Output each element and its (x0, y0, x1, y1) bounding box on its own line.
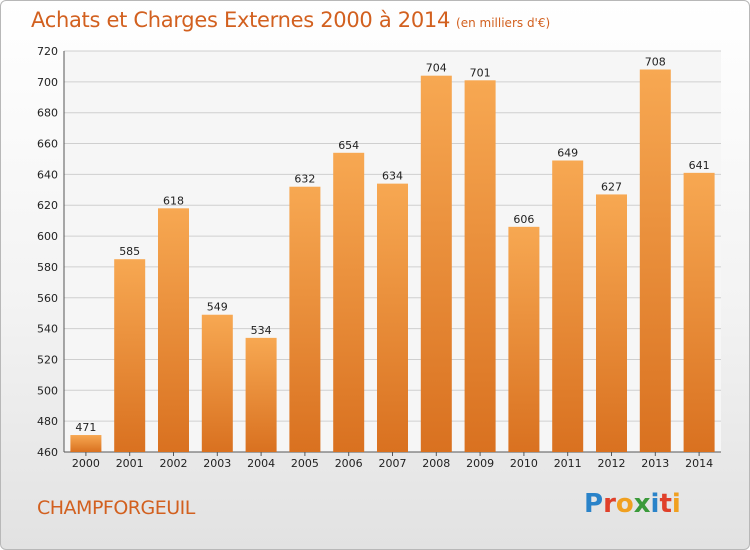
logo-letter: t (659, 489, 672, 519)
y-tick-label: 520 (37, 353, 58, 366)
x-tick-label: 2005 (291, 457, 319, 470)
y-tick-label: 460 (37, 446, 58, 459)
y-tick-label: 720 (37, 45, 58, 58)
bar (333, 152, 365, 453)
bar-value-label: 627 (601, 180, 622, 193)
x-tick-label: 2013 (641, 457, 669, 470)
bar-value-label: 704 (426, 62, 447, 75)
bar (683, 172, 715, 453)
x-tick-label: 2008 (422, 457, 450, 470)
logo-letter: r (603, 489, 616, 519)
bar-value-label: 606 (513, 213, 534, 226)
x-tick-label: 2009 (466, 457, 494, 470)
bar-value-label: 654 (338, 139, 359, 152)
bar (377, 183, 408, 452)
bar-value-label: 471 (75, 421, 96, 434)
logo-letter: o (615, 489, 634, 519)
x-tick-label: 2004 (247, 457, 275, 470)
bar-value-label: 649 (557, 147, 578, 160)
y-tick-label: 640 (37, 168, 58, 181)
bar (158, 208, 189, 452)
bar-value-label: 641 (689, 159, 710, 172)
y-tick-label: 600 (37, 230, 58, 243)
bar (114, 259, 146, 452)
bar (201, 314, 233, 452)
bar-value-label: 534 (251, 324, 272, 337)
y-tick-label: 620 (37, 199, 58, 212)
bar-value-label: 632 (294, 173, 315, 186)
bar (289, 186, 321, 452)
bar-value-label: 585 (119, 245, 140, 258)
x-tick-label: 2014 (685, 457, 713, 470)
x-tick-label: 2002 (160, 457, 188, 470)
bar-value-label: 701 (470, 66, 491, 79)
x-tick-label: 2012 (598, 457, 626, 470)
bar (508, 226, 540, 452)
x-tick-label: 2003 (203, 457, 231, 470)
y-tick-label: 580 (37, 261, 58, 274)
y-tick-label: 500 (37, 384, 58, 397)
x-tick-label: 2011 (554, 457, 582, 470)
bar (70, 435, 102, 452)
bar-value-label: 618 (163, 194, 184, 207)
x-tick-label: 2006 (335, 457, 363, 470)
bar (596, 194, 627, 452)
bar-value-label: 634 (382, 170, 403, 183)
logo-letter: P (584, 489, 604, 519)
commune-name: CHAMPFORGEUIL (37, 497, 195, 519)
bar-value-label: 708 (645, 56, 666, 69)
x-tick-label: 2010 (510, 457, 538, 470)
bar-value-label: 549 (207, 301, 228, 314)
unit-label: (en milliers d'€) (456, 16, 551, 30)
chart-title-text: Achats et Charges Externes 2000 à 2014 (31, 8, 451, 32)
y-tick-label: 540 (37, 323, 58, 336)
proxiti-logo: Proxiti (584, 489, 681, 519)
x-tick-label: 2000 (72, 457, 100, 470)
bar (639, 69, 671, 452)
bar (552, 160, 584, 452)
y-tick-label: 680 (37, 107, 58, 120)
logo-letter: i (671, 489, 681, 519)
logo-letter: x (633, 489, 651, 519)
y-tick-label: 560 (37, 292, 58, 305)
chart-title: Achats et Charges Externes 2000 à 2014 (e… (31, 8, 550, 32)
y-tick-label: 700 (37, 76, 58, 89)
bar (420, 75, 452, 452)
bar (245, 337, 277, 452)
y-tick-label: 480 (37, 415, 58, 428)
bar (464, 80, 496, 453)
x-tick-label: 2007 (379, 457, 407, 470)
y-tick-label: 660 (37, 138, 58, 151)
logo-letter: i (650, 489, 660, 519)
x-tick-label: 2001 (116, 457, 144, 470)
